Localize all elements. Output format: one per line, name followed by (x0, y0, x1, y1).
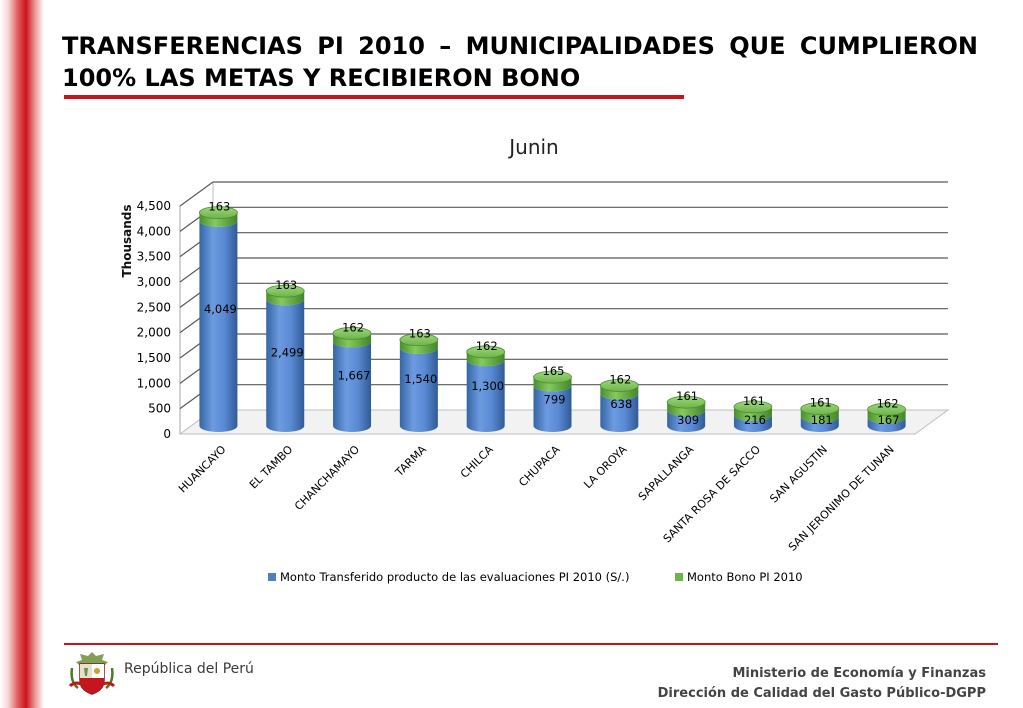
bar-transferido (667, 410, 706, 432)
y-tick-label: 4,000 (137, 224, 171, 238)
data-label-bono: 163 (208, 200, 230, 214)
data-label-bono: 161 (743, 394, 765, 408)
data-label-bono: 162 (609, 372, 631, 386)
data-label-transferido: 216 (744, 413, 766, 427)
data-label-transferido: 1,300 (471, 379, 504, 393)
data-label-bono: 161 (810, 396, 832, 410)
bar-bono (333, 333, 372, 348)
data-label-transferido: 799 (544, 393, 566, 407)
data-label-bono: 162 (342, 320, 364, 334)
bar-layer: 4,049 163 2,499 163 1,667 162 1,540 163 1,300 162… (199, 200, 906, 432)
x-tick-label: CHANCHAMAYO (292, 443, 362, 513)
bar-bono (733, 406, 772, 422)
bar-transferido (466, 360, 505, 432)
bar-bono (199, 212, 238, 227)
legend-swatch-bono (675, 573, 683, 581)
bar-bono-cap (533, 370, 572, 384)
bar-transferido (800, 416, 839, 432)
y-tick-layer: 0 500 1,000 1,500 2,000 2,500 3,000 3,500 4,000 4… (137, 199, 171, 441)
x-tick-label: SAN AGUSTIN (767, 443, 830, 506)
bar-bono-cap (599, 379, 639, 392)
y-tick-label: 2,000 (137, 326, 171, 340)
bar-transferido (733, 415, 772, 432)
data-label-transferido: 309 (677, 413, 699, 427)
bar-bono (667, 402, 706, 417)
legend-swatch-transferido (268, 573, 276, 581)
x-tick-label: CHUPACA (516, 443, 563, 490)
bar-bono (800, 408, 839, 423)
x-tick-label: LA OROYA (581, 443, 630, 492)
x-tick-label: SAN JERONIMO DE TUNAN (786, 443, 897, 554)
data-label-transferido: 4,049 (204, 302, 237, 316)
bar-bono-cap (800, 402, 840, 416)
data-label-transferido: 167 (878, 413, 900, 427)
bar-transferido (600, 393, 639, 432)
data-label-bono: 163 (409, 327, 431, 341)
bar-transferido (333, 341, 372, 432)
bar-bono-cap (733, 400, 773, 414)
chart-title: Junin (507, 135, 558, 159)
data-label-transferido: 1,667 (338, 369, 371, 383)
bar-bono (466, 351, 505, 367)
bar-transferido (199, 220, 238, 432)
republica-label: República del Perú (124, 661, 254, 677)
data-label-transferido: 1,540 (404, 372, 437, 386)
y-tick-label: 1,000 (137, 376, 171, 390)
y-tick-label: 500 (148, 402, 171, 416)
y-tick-label: 0 (163, 427, 171, 441)
bar-transferido (399, 347, 438, 432)
bar-transferido (266, 299, 305, 432)
footer-rule (64, 643, 998, 645)
bar-bono-cap (399, 333, 439, 347)
data-label-transferido: 2,499 (271, 345, 304, 359)
bar-bono-cap (666, 395, 706, 409)
x-tick-label: CHILCA (458, 443, 496, 481)
bar-bono (399, 339, 438, 354)
gridline-side (179, 181, 214, 207)
data-label-bono: 161 (676, 389, 698, 403)
y-axis-label: Thousands (120, 204, 134, 277)
bar-transferido (867, 417, 906, 432)
x-tick-label: HUANCAYO (176, 443, 229, 496)
legend-label-transferido: Monto Transferido producto de las evalua… (280, 570, 629, 584)
direccion-label: Dirección de Calidad del Gasto Público-D… (657, 686, 986, 701)
ministerio-label: Ministerio de Economía y Finanzas (732, 666, 986, 681)
y-tick-label: 2,500 (137, 300, 171, 314)
bar-bono-cap (265, 284, 305, 298)
y-tick-label: 3,000 (137, 275, 171, 289)
y-tick-label: 4,500 (137, 199, 171, 213)
y-tick-label: 1,500 (137, 351, 171, 365)
data-label-bono: 165 (543, 364, 565, 378)
data-label-bono: 162 (476, 339, 498, 353)
legend: Monto Transferido producto de las evalua… (268, 570, 803, 584)
x-tick-label: EL TAMBO (247, 443, 296, 492)
bar-bono (867, 409, 906, 424)
bar-bono (533, 377, 572, 392)
slide-title: TRANSFERENCIAS PI 2010 – MUNICIPALIDADES… (62, 32, 978, 92)
bar-bono-cap (466, 345, 506, 359)
data-label-transferido: 181 (811, 413, 833, 427)
title-underline (64, 95, 684, 99)
data-label-transferido: 638 (610, 397, 632, 411)
bar-chart: Junin Thousands 0 500 1,000 1,500 2,000 2,500… (120, 135, 950, 584)
y-tick-label: 3,500 (137, 250, 171, 264)
left-accent-bar (0, 0, 44, 708)
bar-bono (266, 291, 305, 306)
bar-bono-cap (199, 206, 238, 219)
legend-label-bono: Monto Bono PI 2010 (687, 570, 803, 584)
bar-bono-cap (867, 402, 906, 416)
bar-bono-cap (332, 326, 372, 340)
bar-bono (600, 385, 639, 400)
peru-coat-of-arms-emblem (68, 652, 116, 695)
x-tick-label: SAPALLANGA (636, 443, 697, 504)
x-tick-label: TARMA (392, 443, 429, 480)
data-label-bono: 163 (275, 278, 297, 292)
bar-transferido (533, 385, 572, 432)
data-label-bono: 162 (877, 396, 899, 410)
